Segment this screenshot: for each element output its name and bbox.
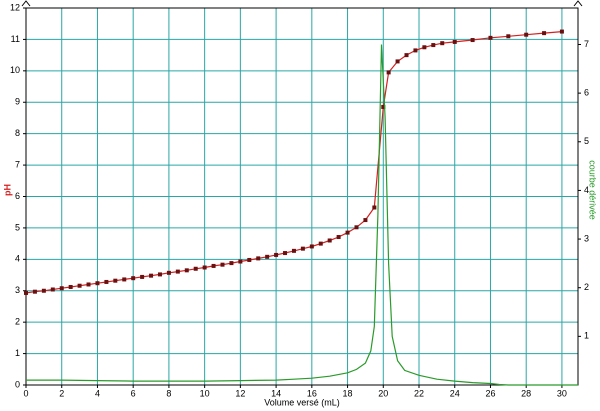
x-tick-label: 30 <box>557 388 567 398</box>
point <box>452 39 457 44</box>
point <box>354 225 359 230</box>
y-tick-label: 0 <box>15 379 20 389</box>
x-tick-label: 14 <box>271 388 281 398</box>
point <box>291 248 296 253</box>
y2-tick-label: 1 <box>584 331 589 341</box>
point <box>77 283 82 288</box>
x-tick-label: 6 <box>131 388 136 398</box>
point <box>95 281 100 286</box>
y-tick-label: 9 <box>15 97 20 107</box>
x-axis-label: Volume versé (mL) <box>264 397 340 407</box>
point <box>247 257 252 262</box>
point <box>345 230 350 235</box>
point <box>542 31 547 36</box>
y-tick-label: 3 <box>15 285 20 295</box>
x-tick-label: 28 <box>521 388 531 398</box>
y-axis-label: pH <box>2 184 12 196</box>
y-tick-label: 12 <box>10 2 20 12</box>
y-tick-label: 10 <box>10 65 20 75</box>
point <box>413 48 418 53</box>
point <box>50 287 55 292</box>
point <box>431 43 436 48</box>
x-tick-label: 8 <box>166 388 171 398</box>
point <box>220 262 225 267</box>
x-tick-label: 4 <box>95 388 100 398</box>
x-tick-label: 2 <box>59 388 64 398</box>
y2-axis-label: courbe dérivée <box>588 160 598 220</box>
y2-tick-label: 2 <box>584 282 589 292</box>
point <box>318 241 323 246</box>
point <box>327 238 332 243</box>
point <box>336 235 341 240</box>
x-tick-label: 20 <box>378 388 388 398</box>
y-tick-label: 7 <box>15 159 20 169</box>
x-tick-label: 10 <box>200 388 210 398</box>
point <box>140 274 145 279</box>
point <box>372 205 377 210</box>
point <box>488 35 493 40</box>
point <box>184 268 189 273</box>
y2-tick-label: 7 <box>584 39 589 49</box>
y-tick-label: 5 <box>15 222 20 232</box>
point <box>24 290 28 295</box>
y-tick-label: 4 <box>15 254 20 264</box>
series-line <box>26 44 578 386</box>
point <box>559 29 564 34</box>
point <box>41 288 46 293</box>
point <box>157 272 162 277</box>
y-tick-label: 11 <box>11 34 20 44</box>
point <box>506 34 511 39</box>
point <box>131 276 136 281</box>
point <box>265 254 270 259</box>
point <box>59 286 64 291</box>
x-tick-label: 24 <box>450 388 460 398</box>
y2-tick-label: 3 <box>584 233 589 243</box>
point <box>166 270 171 275</box>
y-tick-label: 6 <box>15 191 20 201</box>
point <box>86 282 91 287</box>
point <box>113 278 118 283</box>
point <box>404 53 409 58</box>
point <box>202 265 207 270</box>
y2-tick-label: 5 <box>584 136 589 146</box>
point <box>68 284 73 289</box>
point <box>238 259 243 264</box>
x-tick-label: 22 <box>414 388 424 398</box>
point <box>256 256 261 261</box>
y-tick-label: 1 <box>15 348 20 358</box>
y2-tick-label: 6 <box>584 88 589 98</box>
point <box>386 70 391 75</box>
point <box>524 32 529 37</box>
y2-tick-label: 4 <box>584 185 589 195</box>
x-tick-label: 26 <box>485 388 495 398</box>
point <box>470 38 475 43</box>
point <box>422 45 427 50</box>
point <box>300 246 305 251</box>
point <box>32 289 37 294</box>
point <box>211 263 216 268</box>
point <box>440 41 445 46</box>
point <box>104 279 109 284</box>
axis-arrow <box>21 0 583 7</box>
x-tick-label: 12 <box>235 388 245 398</box>
x-tick-label: 0 <box>23 388 28 398</box>
plot-frame <box>25 7 579 386</box>
y-tick-label: 8 <box>15 128 20 138</box>
x-tick-label: 18 <box>343 388 353 398</box>
x-tick-label: 16 <box>307 388 317 398</box>
point <box>274 252 279 257</box>
point <box>283 251 288 256</box>
point <box>149 273 154 278</box>
point <box>175 269 180 274</box>
point <box>381 104 386 109</box>
point <box>395 59 400 64</box>
point <box>229 261 234 266</box>
point <box>363 218 368 223</box>
point <box>309 244 314 249</box>
y-tick-label: 2 <box>15 317 20 327</box>
point <box>193 266 198 271</box>
point <box>122 277 127 282</box>
